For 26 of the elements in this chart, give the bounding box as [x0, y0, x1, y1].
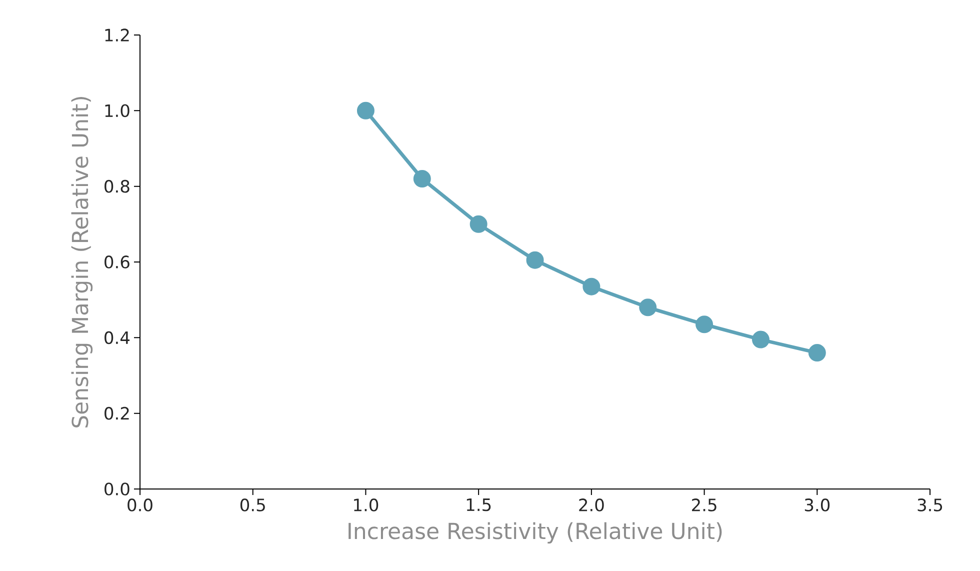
x-tick-label: 2.5: [692, 498, 716, 512]
y-tick-label: 0.8: [104, 180, 130, 193]
point: [639, 298, 657, 316]
x-tick-label: 1.5: [466, 498, 491, 512]
x-axis-title: Increase Resistivity (Relative Unit): [348, 522, 722, 544]
point: [470, 215, 488, 233]
point: [582, 278, 600, 296]
point: [696, 316, 714, 334]
point: [413, 170, 431, 188]
y-tick-label: 0.2: [104, 406, 129, 420]
point: [356, 102, 374, 120]
point: [808, 344, 826, 362]
point: [526, 251, 544, 269]
y-tick-label: 0.4: [104, 331, 130, 344]
x-tick-label: 0.5: [240, 498, 265, 512]
x-tick-label: 3.0: [804, 498, 830, 512]
y-tick-label: 1.0: [105, 104, 130, 118]
y-tick-label: 0.0: [104, 482, 130, 496]
x-tick-label: 1.0: [354, 498, 378, 512]
x-tick-label: 2.0: [579, 498, 604, 512]
point: [752, 330, 770, 348]
x-tick-label: 3.5: [918, 498, 942, 512]
y-tick-label: 1.2: [105, 28, 129, 42]
y-tick-label: 0.6: [104, 256, 130, 268]
y-axis-title: Sensing Margin (Relative Unit): [71, 96, 93, 428]
x-tick-label: 0.0: [128, 498, 152, 512]
